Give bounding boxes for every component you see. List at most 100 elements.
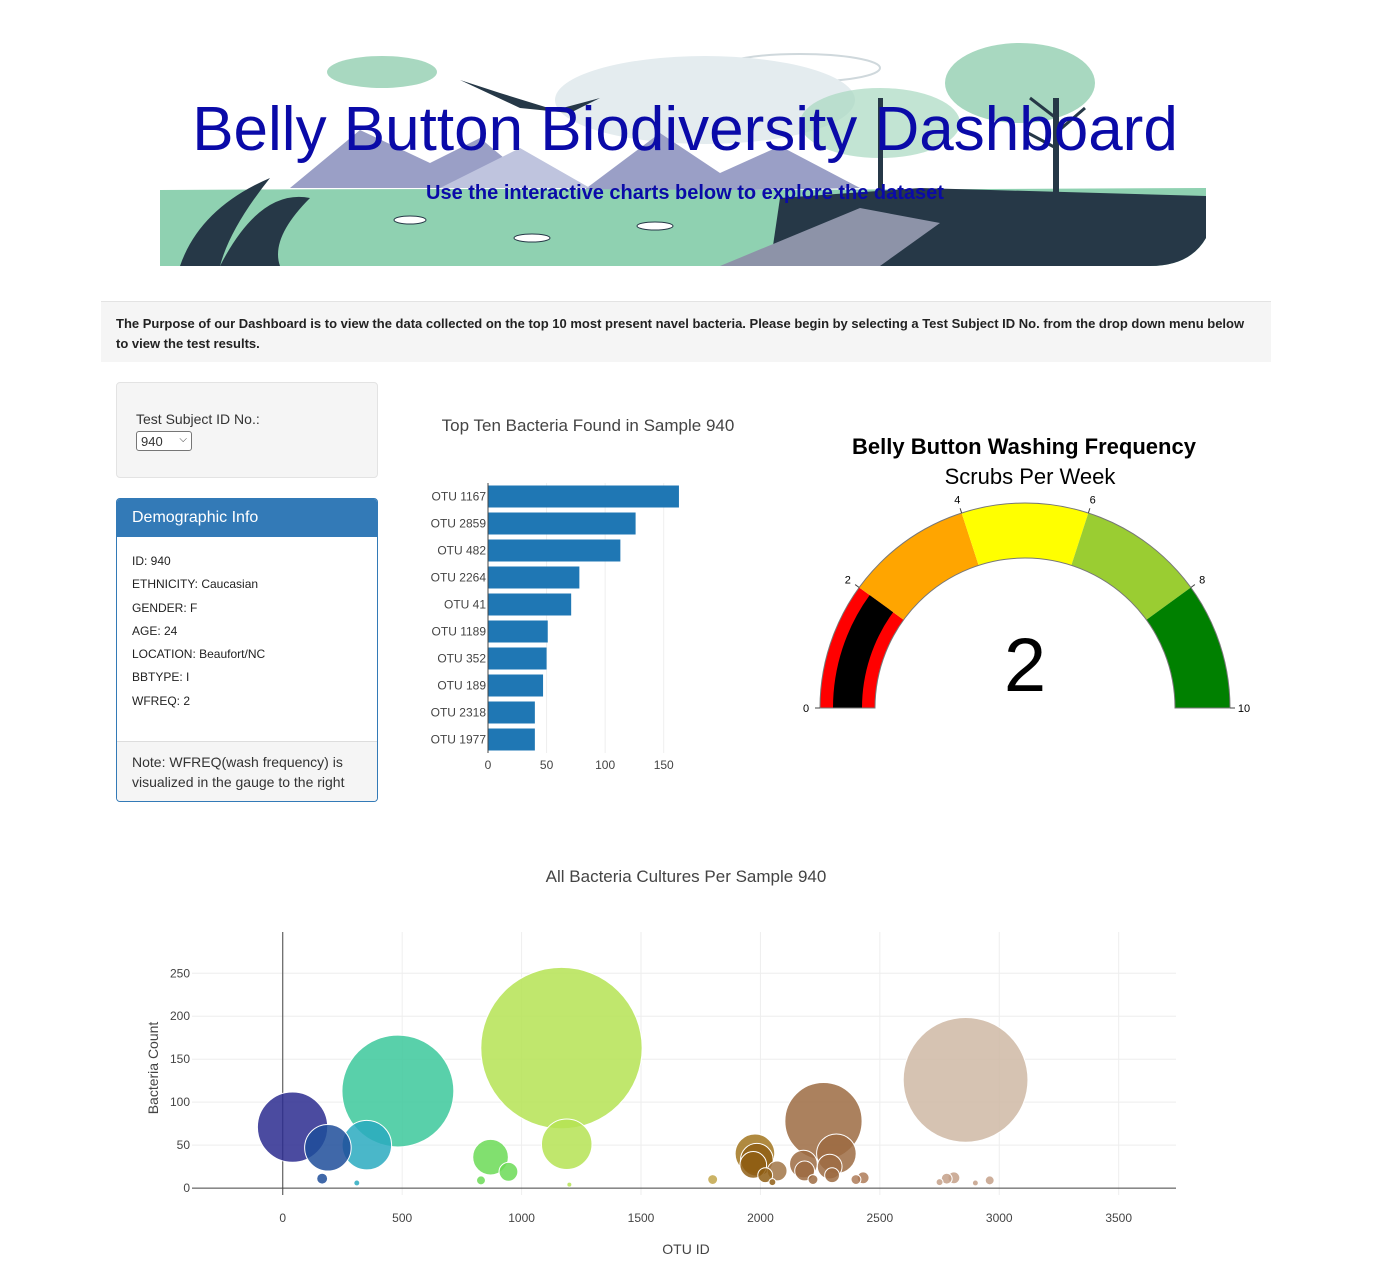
demo-row-bbtype: BBTYPE: I: [132, 670, 190, 685]
top-ten-bar-chart[interactable]: Top Ten Bacteria Found in Sample 940 0 50 1…: [400, 400, 770, 780]
bubble-y-tick-label: 250: [170, 966, 190, 980]
bubble-y-tick-label: 200: [170, 1009, 190, 1023]
bar-category-label: OTU 2318: [431, 706, 487, 720]
bar-category-label: OTU 482: [437, 544, 486, 558]
chevron-down-icon: ⌵: [179, 434, 187, 445]
gauge-step: [859, 513, 979, 620]
bubble-mark: [472, 1138, 509, 1176]
gauge-value-number: 2: [1004, 623, 1046, 708]
demo-row-gender: GENDER: F: [132, 600, 198, 615]
bubble-x-tick-label: 3000: [986, 1211, 1013, 1225]
gauge-subtitle: Scrubs Per Week: [945, 464, 1117, 489]
bubble-x-tick-label: 1500: [628, 1211, 655, 1225]
bar-category-label: OTU 2264: [431, 571, 487, 585]
bubble-mark: [341, 1034, 455, 1148]
gauge-title: Belly Button Washing Frequency: [852, 434, 1197, 459]
gauge-tick: [959, 508, 963, 514]
bar-category-label: OTU 41: [444, 598, 486, 612]
bar-mark: [488, 539, 621, 562]
bar-category-label: OTU 352: [437, 652, 486, 666]
bubble-mark: [353, 1179, 361, 1187]
demo-row-wfreq: WFREQ: 2: [132, 693, 191, 708]
gauge-step: [1146, 587, 1230, 708]
bar-mark: [488, 647, 547, 670]
subject-selector-panel: Test Subject ID No.: 940 ⌵: [116, 382, 378, 478]
subject-selector-label: Test Subject ID No.:: [136, 411, 260, 427]
gauge-outline: [819, 502, 1231, 709]
bubble-mark: [850, 1174, 862, 1185]
bubble-y-tick-label: 50: [177, 1138, 191, 1152]
hero-banner: Belly Button Biodiversity Dashboard Use …: [160, 38, 1206, 266]
gauge-step: [1071, 513, 1191, 620]
bar-category-label: OTU 1189: [432, 625, 487, 639]
bubble-mark: [498, 1161, 519, 1182]
gauge-tick-label: 6: [1090, 495, 1096, 507]
demo-row-id: ID: 940: [132, 554, 171, 568]
bubble-mark: [566, 1181, 573, 1188]
bar-x-tick-label: 100: [595, 758, 615, 772]
bubble-x-tick-label: 500: [392, 1211, 412, 1225]
bar-mark: [488, 593, 572, 616]
demographic-heading: Demographic Info: [117, 499, 377, 537]
bubble-y-axis-label: Bacteria Count: [145, 1022, 161, 1115]
gauge-tick: [1087, 508, 1091, 514]
bubble-mark: [971, 1179, 979, 1187]
bubble-y-tick-label: 0: [183, 1181, 190, 1195]
bubble-mark: [316, 1172, 329, 1185]
bubble-mark: [540, 1118, 593, 1171]
bubble-y-tick-label: 150: [170, 1052, 190, 1066]
bubble-mark: [480, 966, 643, 1130]
bubble-mark: [707, 1174, 719, 1185]
page-title: Belly Button Biodiversity Dashboard: [192, 95, 1178, 164]
bubble-x-tick-label: 2000: [747, 1211, 774, 1225]
gauge-tick-label: 0: [803, 703, 809, 715]
bar-mark: [488, 728, 535, 751]
gauge-tick-label: 4: [954, 495, 960, 507]
bubble-mark: [807, 1174, 819, 1185]
bubble-x-tick-label: 1000: [508, 1211, 535, 1225]
bubble-mark: [768, 1178, 777, 1187]
bubble-mark: [935, 1178, 944, 1187]
bubble-mark: [757, 1167, 774, 1184]
bubble-chart-title: All Bacteria Cultures Per Sample 940: [546, 867, 827, 886]
demo-row-location: LOCATION: Beaufort/NC: [132, 647, 266, 662]
bar-category-label: OTU 2859: [431, 517, 487, 531]
demo-row-ethnicity: ETHNICITY: Caucasian: [132, 577, 259, 592]
bubble-x-tick-label: 3500: [1105, 1211, 1132, 1225]
nature-illustration: [160, 43, 1206, 266]
demographic-body: ID: 940 ETHNICITY: Caucasian GENDER: F A…: [117, 537, 377, 741]
bar-mark: [488, 701, 535, 724]
bubble-x-tick-label: 0: [279, 1211, 286, 1225]
bar-mark: [488, 566, 580, 589]
bubble-y-tick-label: 100: [170, 1095, 190, 1109]
demographic-panel: Demographic Info ID: 940 ETHNICITY: Cauc…: [116, 498, 378, 802]
subject-id-dropdown[interactable]: 940 ⌵: [136, 431, 192, 451]
bubble-x-tick-label: 2500: [866, 1211, 893, 1225]
bubble-mark: [304, 1123, 352, 1172]
page-subtitle: Use the interactive charts below to expl…: [426, 182, 944, 204]
bar-x-tick-label: 50: [540, 758, 554, 772]
wash-frequency-gauge[interactable]: Belly Button Washing Frequency Scrubs Per…: [790, 420, 1270, 730]
gauge-tick-label: 2: [845, 574, 851, 586]
demo-row-age: AGE: 24: [132, 623, 178, 638]
bar-x-tick-label: 150: [654, 758, 674, 772]
gauge-tick-label: 8: [1199, 574, 1205, 586]
bubble-mark: [476, 1175, 486, 1186]
gauge-step: [961, 503, 1089, 566]
bar-mark: [488, 620, 548, 643]
bar-category-label: OTU 1167: [432, 490, 487, 504]
demographic-note: Note: WFREQ(wash frequency) is visualize…: [117, 741, 377, 801]
bubble-mark: [902, 1016, 1029, 1143]
bar-mark: [488, 485, 679, 508]
bubble-mark: [984, 1175, 995, 1186]
gauge-tick-label: 10: [1238, 703, 1250, 715]
bar-x-tick-label: 0: [485, 758, 492, 772]
bubble-mark: [824, 1167, 841, 1184]
bar-chart-title: Top Ten Bacteria Found in Sample 940: [442, 416, 735, 435]
bar-category-label: OTU 1977: [431, 733, 487, 747]
bubble-x-axis-label: OTU ID: [662, 1241, 709, 1257]
gauge-tick: [854, 584, 860, 588]
subject-id-value: 940: [141, 433, 163, 449]
bar-category-label: OTU 189: [437, 679, 486, 693]
